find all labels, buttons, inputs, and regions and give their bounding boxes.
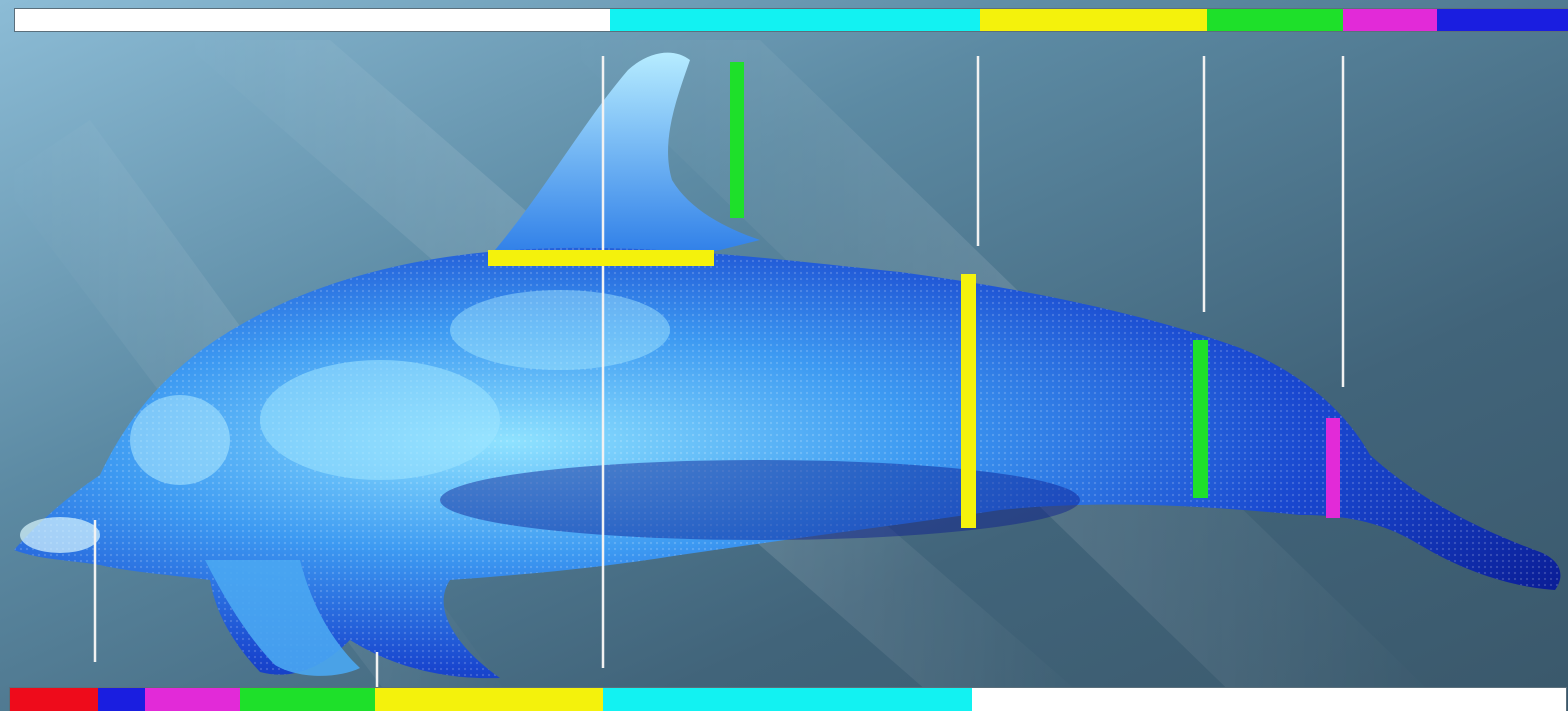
measurement-bar-yellow <box>488 250 714 266</box>
measurement-bar-magenta <box>1326 418 1340 518</box>
measurement-bars <box>488 62 1340 528</box>
body-highlight <box>450 290 670 370</box>
top-scale-segment-blue <box>1437 9 1568 31</box>
belly-shade <box>440 460 1080 540</box>
bottom-scale-segment-magenta <box>145 688 240 711</box>
dolphin-silhouette-icon <box>14 52 1561 679</box>
guide-lines <box>93 56 1345 690</box>
dorsal-fin <box>495 52 760 255</box>
measurement-bar-green <box>1193 340 1208 498</box>
bottom-color-scale <box>9 687 1567 711</box>
bottom-scale-segment-white <box>972 688 1566 711</box>
top-scale-segment-magenta <box>1343 9 1437 31</box>
top-color-scale <box>14 8 1568 32</box>
bottom-scale-segment-green <box>240 688 375 711</box>
body-highlight <box>260 360 500 480</box>
top-scale-segment-green <box>1207 9 1343 31</box>
top-scale-segment-cyan <box>610 9 980 31</box>
top-scale-segment-yellow <box>980 9 1207 31</box>
beak-highlight <box>20 517 100 553</box>
bottom-scale-segment-cyan <box>603 688 972 711</box>
bottom-scale-segment-red <box>10 688 98 711</box>
bottom-scale-segment-blue <box>98 688 145 711</box>
measurement-bar-green <box>730 62 744 218</box>
bottom-scale-segment-yellow <box>375 688 603 711</box>
measurement-bar-yellow <box>961 274 976 528</box>
top-scale-segment-white <box>15 9 610 31</box>
pectoral-fin <box>205 560 360 676</box>
body-highlight <box>130 395 230 485</box>
